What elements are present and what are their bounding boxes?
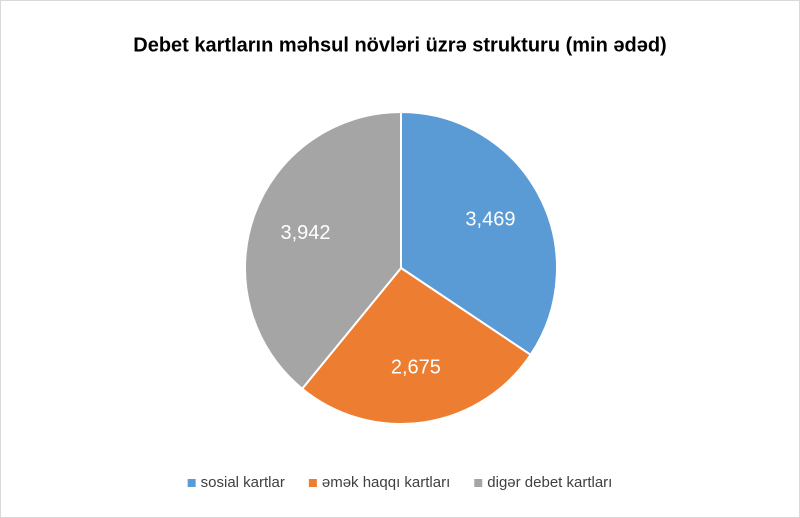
legend-label: sosial kartlar [201,474,285,491]
legend-marker [187,479,196,487]
legend-marker [474,479,483,487]
pie-slice [244,110,402,391]
legend-label: digər debet kartları [487,474,612,491]
chart-title: Debet kartların məhsul növləri üzrə stru… [133,34,666,56]
legend-label: əmək haqqı kartları [322,474,450,491]
pie-slice [300,266,532,425]
data-label: 2,675 [391,357,441,379]
data-label: 3,469 [465,209,515,231]
data-label: 3,942 [280,222,330,244]
legend-marker [308,479,317,487]
